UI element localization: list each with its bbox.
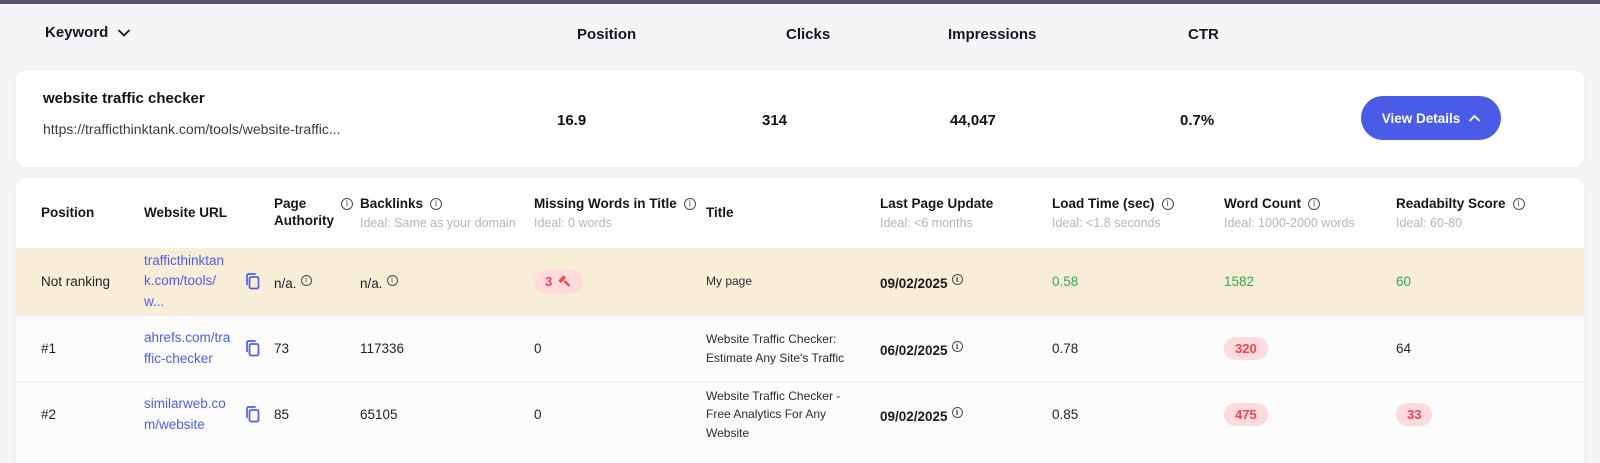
metric-label-impressions: Impressions: [948, 26, 1037, 43]
cell-missing-words: 3: [534, 269, 706, 294]
col-header-title: Title: [706, 204, 734, 220]
info-icon[interactable]: [386, 274, 398, 286]
keyword-dropdown[interactable]: Keyword: [45, 24, 131, 41]
cell-word-count: 1582: [1224, 274, 1255, 289]
website-link[interactable]: similarweb.com/website: [144, 396, 226, 432]
cell-last-update: 09/02/2025: [880, 272, 1052, 291]
info-icon[interactable]: [1307, 198, 1320, 211]
view-details-label: View Details: [1381, 110, 1461, 126]
cell-position: #1: [41, 341, 57, 356]
metrics-header: Keyword Position Clicks Impressions CTR: [0, 24, 1600, 48]
cell-missing-words: 0: [534, 341, 542, 356]
col-header-missing-words: Missing Words in Title Ideal: 0 words: [534, 196, 706, 230]
chevron-down-icon: [118, 29, 131, 37]
cell-website-url: similarweb.com/website: [144, 394, 274, 435]
cell-readability: 33: [1396, 403, 1559, 426]
ideal-hint: Ideal: <6 months: [880, 215, 973, 230]
cell-word-count: 475: [1224, 403, 1396, 426]
cell-website-url: ahrefs.com/traffic-checker: [144, 328, 274, 369]
cell-page-authority: 73: [274, 341, 290, 356]
cell-website-url: trafficthinktank.com/tools/w...: [144, 251, 274, 312]
cell-readability: 64: [1396, 341, 1412, 356]
cell-title: Website Traffic Checker: Estimate Any Si…: [706, 331, 845, 365]
cell-position: Not ranking: [41, 274, 111, 289]
table-row-rank-2: #2 similarweb.com/website 85 65105 0 Web…: [16, 381, 1584, 447]
cell-page-authority: 85: [274, 407, 290, 422]
ideal-hint: Ideal: 60-80: [1396, 215, 1463, 230]
ideal-hint: Ideal: Same as your domain: [360, 215, 516, 230]
col-header-website-url: Website URL: [144, 204, 228, 220]
keyword-summary-card: website traffic checker https://traffict…: [16, 70, 1584, 167]
metric-label-position: Position: [577, 26, 637, 43]
cell-word-count: 320: [1224, 337, 1396, 360]
col-header-readability: Readabilty Score Ideal: 60-80: [1396, 196, 1559, 230]
website-link[interactable]: trafficthinktank.com/tools/w...: [144, 253, 225, 309]
cell-load-time: 0.85: [1052, 407, 1079, 422]
cell-missing-words: 0: [534, 407, 542, 422]
table-row-my-page: Not ranking trafficthinktank.com/tools/w…: [16, 248, 1584, 315]
cell-backlinks: n/a.: [360, 273, 534, 291]
ideal-hint: Ideal: <1.8 seconds: [1052, 215, 1161, 230]
view-details-button[interactable]: View Details: [1361, 96, 1501, 140]
cell-readability: 60: [1396, 274, 1412, 289]
metric-value-clicks: 314: [762, 112, 788, 129]
info-icon[interactable]: [340, 198, 353, 211]
word-count-badge: 320: [1224, 337, 1268, 360]
col-header-position: Position: [41, 204, 95, 220]
ideal-hint: Ideal: 0 words: [534, 215, 612, 230]
cell-last-update: 09/02/2025: [880, 405, 1052, 424]
keyword-title: website traffic checker: [43, 90, 205, 107]
copy-icon[interactable]: [244, 339, 261, 358]
cell-backlinks: 117336: [360, 341, 405, 356]
metric-label-ctr: CTR: [1188, 26, 1219, 43]
cell-load-time: 0.78: [1052, 341, 1079, 356]
col-header-page-authority: Page Authority: [274, 196, 360, 230]
missing-words-badge: 3: [534, 269, 584, 294]
info-icon[interactable]: [430, 198, 443, 211]
info-icon[interactable]: [683, 198, 696, 211]
table-row-rank-1: #1 ahrefs.com/traffic-checker 73 117336 …: [16, 315, 1584, 381]
top-divider-bar: [0, 0, 1600, 4]
table-header-row: Position Website URL Page Authority Back…: [16, 178, 1584, 248]
cell-load-time: 0.58: [1052, 274, 1079, 289]
cell-page-authority: n/a.: [274, 273, 360, 291]
cell-title: Website Traffic Checker - Free Analytics…: [706, 388, 841, 440]
copy-icon[interactable]: [244, 272, 261, 291]
info-icon[interactable]: [951, 274, 963, 285]
copy-icon[interactable]: [244, 405, 261, 424]
readability-badge: 33: [1396, 403, 1433, 426]
metric-value-impressions: 44,047: [950, 112, 996, 129]
keyword-dropdown-label: Keyword: [45, 24, 109, 41]
cell-title: My page: [706, 274, 753, 289]
info-icon[interactable]: [951, 407, 963, 418]
cell-position: #2: [41, 407, 57, 422]
col-header-backlinks: Backlinks Ideal: Same as your domain: [360, 196, 534, 230]
hammer-fix-icon: [558, 275, 572, 289]
col-header-load-time: Load Time (sec) Ideal: <1.8 seconds: [1052, 196, 1224, 230]
metric-value-position: 16.9: [557, 112, 587, 129]
info-icon[interactable]: [1161, 198, 1174, 211]
col-header-word-count: Word Count Ideal: 1000-2000 words: [1224, 196, 1396, 230]
info-icon[interactable]: [1512, 198, 1525, 211]
info-icon[interactable]: [951, 341, 963, 352]
metric-label-clicks: Clicks: [786, 26, 831, 43]
col-header-last-update: Last Page Update Ideal: <6 months: [880, 196, 1052, 230]
word-count-badge: 475: [1224, 403, 1268, 426]
cell-backlinks: 65105: [360, 407, 398, 422]
info-icon[interactable]: [300, 274, 312, 286]
competitors-table: Position Website URL Page Authority Back…: [16, 178, 1584, 463]
website-link[interactable]: ahrefs.com/traffic-checker: [144, 330, 231, 366]
keyword-url: https://trafficthinktank.com/tools/websi…: [43, 121, 341, 137]
cell-last-update: 06/02/2025: [880, 339, 1052, 358]
ideal-hint: Ideal: 1000-2000 words: [1224, 215, 1355, 230]
chevron-up-icon: [1469, 114, 1481, 122]
metric-value-ctr: 0.7%: [1180, 112, 1215, 129]
